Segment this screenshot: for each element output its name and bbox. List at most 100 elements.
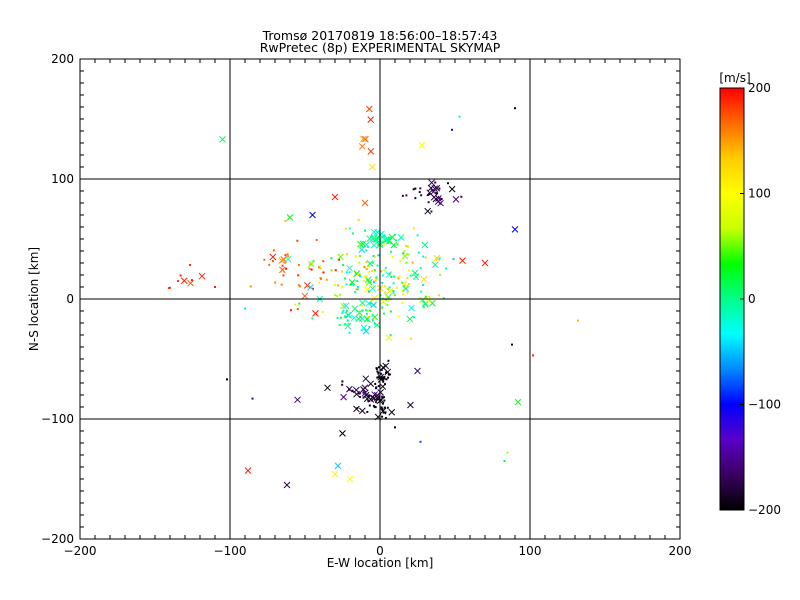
data-point-dot: [375, 276, 378, 279]
data-point-dot: [365, 260, 368, 263]
data-point-cross: [309, 211, 316, 219]
data-point-dot: [434, 181, 437, 184]
x-tick-label: −100: [214, 544, 247, 558]
data-point-dot: [387, 288, 390, 291]
axis-tick-labels: −200 −100 0 100 200 −200 −100 0 100 200: [41, 52, 691, 558]
data-point-cross: [301, 292, 309, 300]
data-point-dot: [320, 277, 323, 280]
data-point-dot: [367, 265, 370, 268]
data-point-dot: [430, 210, 433, 213]
data-point-cross: [360, 135, 367, 143]
data-point-dot: [405, 261, 408, 264]
data-point-cross: [367, 116, 375, 124]
data-point-dot: [389, 334, 392, 337]
data-point-dot: [392, 282, 395, 285]
data-point-cross: [350, 314, 358, 322]
data-point-dot: [371, 314, 374, 317]
data-point-dot: [381, 396, 384, 399]
data-point-cross: [358, 143, 366, 150]
data-point-cross: [351, 305, 359, 313]
data-point-dot: [371, 269, 374, 272]
data-point-dot: [438, 196, 441, 199]
data-point-dot: [366, 309, 369, 312]
data-point-cross: [198, 272, 206, 280]
data-point-dot: [379, 377, 382, 380]
data-point-dot: [367, 399, 370, 402]
data-point-cross: [344, 322, 352, 330]
data-point-dot: [399, 260, 402, 263]
data-point-dot: [365, 283, 368, 286]
data-point-dot: [428, 295, 431, 298]
colorbar-label: [m/s]: [719, 71, 750, 85]
data-point-dot: [381, 274, 384, 277]
data-point-dot: [348, 388, 351, 391]
data-point-cross: [408, 304, 415, 312]
data-point-dot: [366, 246, 369, 249]
data-point-dot: [384, 240, 387, 243]
data-point-dot: [356, 288, 359, 291]
data-point-dot: [420, 194, 423, 197]
data-point-dot: [338, 323, 341, 326]
data-point-dot: [401, 301, 404, 304]
data-point-dot: [366, 319, 369, 322]
data-point-dot: [379, 239, 382, 242]
data-point-dot: [368, 404, 371, 407]
data-point-dot: [356, 279, 359, 282]
data-point-cross: [337, 253, 344, 261]
data-point-dot: [360, 329, 363, 332]
data-point-dot: [348, 331, 351, 334]
data-point-dot: [318, 282, 321, 285]
data-point-dot: [359, 396, 362, 399]
data-point-dot: [358, 310, 361, 313]
data-point-cross: [307, 284, 314, 291]
data-point-dot: [298, 302, 301, 305]
data-point-dot: [412, 227, 415, 230]
data-point-cross: [412, 273, 420, 281]
data-point-dot: [366, 315, 369, 318]
data-point-dot: [405, 244, 408, 247]
data-point-cross: [362, 135, 369, 143]
x-tick-label: 100: [519, 544, 542, 558]
data-point-dot: [344, 227, 347, 230]
data-point-dot: [452, 257, 455, 260]
data-point-cross: [369, 163, 376, 171]
data-point-cross: [342, 302, 350, 310]
data-point-dot: [401, 194, 404, 197]
data-point-dot: [458, 115, 461, 118]
data-point-cross: [424, 207, 432, 215]
data-point-dot: [384, 266, 387, 269]
data-point-cross: [370, 228, 378, 236]
data-point-cross: [418, 142, 426, 149]
data-point-dot: [355, 288, 358, 291]
data-point-dot: [345, 283, 348, 286]
data-point-dot: [386, 376, 389, 379]
data-point-dot: [377, 243, 380, 246]
data-point-cross: [374, 228, 381, 236]
data-point-dot: [365, 275, 368, 278]
data-point-cross: [366, 260, 374, 267]
data-point-dot: [405, 194, 408, 197]
data-point-dot: [442, 297, 445, 300]
data-point-dot: [338, 258, 341, 261]
data-point-dot: [362, 280, 365, 283]
data-point-dot: [325, 278, 328, 281]
data-point-dot: [389, 250, 392, 253]
data-point-dot: [460, 195, 463, 198]
data-point-cross: [459, 257, 466, 264]
data-point-dot: [374, 406, 377, 409]
data-point-dot: [382, 380, 385, 383]
data-point-dot: [406, 276, 409, 279]
data-point-cross: [367, 148, 375, 155]
data-point-dot: [358, 273, 361, 276]
data-point-cross: [421, 241, 429, 249]
data-point-dot: [393, 275, 396, 278]
data-point-dot: [383, 312, 386, 315]
data-point-cross: [429, 299, 436, 307]
data-point-dot: [311, 287, 314, 290]
data-point-dot: [359, 275, 362, 278]
data-point-dot: [381, 395, 384, 398]
data-point-cross: [431, 261, 439, 269]
data-point-dot: [428, 193, 431, 196]
data-point-dot: [297, 263, 300, 266]
data-point-dot: [321, 311, 324, 314]
